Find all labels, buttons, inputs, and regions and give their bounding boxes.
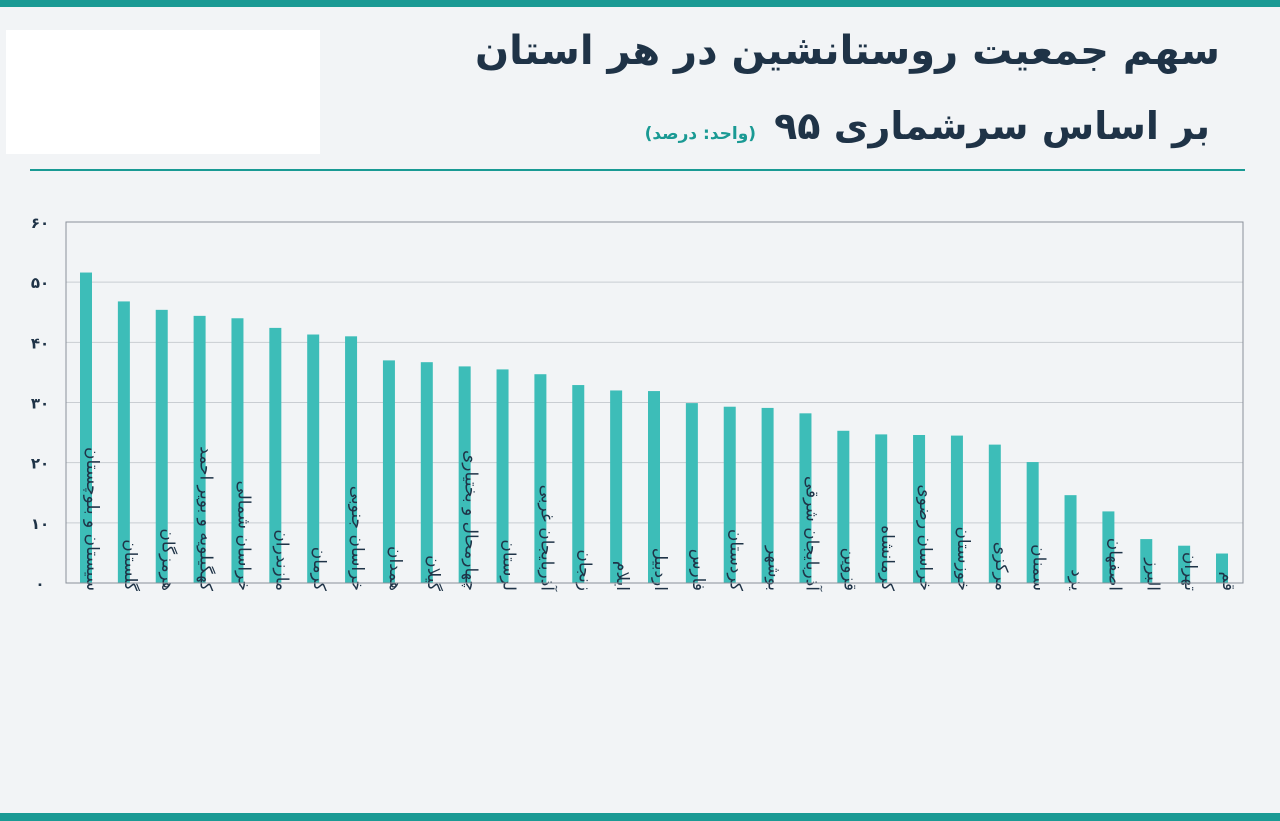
x-tick-label: آذربایجان غربی: [536, 485, 558, 593]
x-tick-label: خوزستان: [953, 526, 973, 591]
bar: [155, 309, 168, 583]
y-tick-label: ۲۰: [31, 455, 49, 473]
x-tick-label: کرمان: [309, 547, 329, 592]
x-tick-label: گلستان: [120, 539, 141, 592]
y-axis-ticks: ۰ ۱۰ ۲۰ ۳۰ ۴۰ ۵۰ ۶۰: [31, 214, 49, 593]
bar: [1140, 539, 1153, 583]
bar: [231, 318, 244, 583]
x-tick-label: بوشهر: [764, 545, 784, 591]
x-tick-label: سیستان و بلوچستان: [82, 447, 102, 591]
x-axis-labels: سیستان و بلوچستان گلستان هرمزگان کهگیلویه و…: [82, 446, 1238, 592]
bar: [269, 327, 282, 583]
x-tick-label: مرکزی: [991, 542, 1011, 591]
bar: [572, 385, 585, 583]
chart-title: سهم جمعیت روستانشین در هر استان: [475, 28, 1220, 74]
bar: [1064, 495, 1077, 583]
bar: [420, 362, 433, 583]
y-tick-label: ۳۰: [31, 395, 49, 413]
bar: [193, 315, 206, 583]
x-tick-label: کهگیلویه و بویر احمد: [196, 446, 217, 592]
bar: [799, 413, 812, 583]
x-tick-label: گیلان: [423, 555, 444, 592]
bar: [610, 390, 623, 583]
bar: [761, 407, 774, 583]
x-tick-label: خراسان شمالی: [233, 480, 253, 591]
bar: [496, 369, 509, 583]
bar: [913, 434, 926, 583]
x-tick-label: ایلام: [612, 561, 632, 591]
bar: [382, 360, 395, 583]
bar: [648, 391, 660, 583]
x-tick-label: اردبیل: [650, 548, 670, 591]
bar: [345, 336, 358, 583]
bar: [723, 406, 736, 583]
x-tick-label: آذربایجان شرقی: [801, 476, 823, 592]
x-tick-label: سمنان: [1029, 544, 1049, 591]
x-tick-label: کرمانشاه: [877, 525, 897, 592]
y-tick-label: ۴۰: [31, 334, 49, 352]
bar: [80, 272, 92, 583]
bottom-accent-bar: [0, 813, 1280, 821]
header-divider: [30, 169, 1245, 171]
bar: [988, 444, 1001, 583]
logo-placeholder: [6, 30, 320, 154]
bar: [307, 334, 320, 583]
x-tick-label: لرستان: [499, 539, 519, 591]
x-tick-label: کردستان: [726, 529, 746, 592]
x-tick-label: قزوین: [839, 548, 859, 591]
bar: [1102, 511, 1115, 583]
x-tick-label: البرز: [1142, 557, 1162, 591]
x-tick-label: خراسان جنوبی: [347, 486, 367, 591]
x-tick-label: زنجان: [574, 549, 594, 591]
bar-chart: ۰ ۱۰ ۲۰ ۳۰ ۴۰ ۵۰ ۶۰ سیستان و بلوچستان گلستان هرم…: [31, 214, 1244, 593]
bar: [117, 301, 130, 583]
x-tick-label: اصفهان: [1104, 538, 1124, 591]
plot-frame: [65, 221, 1244, 584]
bar: [534, 374, 547, 583]
x-tick-label: همدان: [385, 546, 405, 591]
bar: [837, 430, 850, 583]
bar: [1026, 462, 1039, 583]
x-tick-label: یزد: [1067, 569, 1087, 591]
x-tick-label: قم: [1218, 572, 1238, 591]
y-tick-label: ۵۰: [31, 274, 49, 292]
top-accent-bar: [0, 0, 1280, 7]
x-tick-label: چهارمحال و بختیاری: [461, 450, 481, 591]
subtitle-row: بر اساس سرشماری ۹۵ (واحد: درصد): [645, 104, 1210, 148]
x-tick-label: مازندران: [271, 529, 291, 591]
chart-subtitle: بر اساس سرشماری ۹۵: [774, 104, 1210, 148]
x-tick-label: فارس: [688, 549, 708, 591]
bar: [458, 366, 471, 583]
bar: [950, 435, 963, 583]
x-tick-label: هرمزگان: [158, 528, 179, 591]
bars: [80, 272, 1228, 583]
bar: [1216, 553, 1228, 583]
unit-label: (واحد: درصد): [644, 124, 757, 144]
y-tick-label: ۶۰: [31, 214, 49, 232]
y-tick-label: ۱۰: [31, 515, 49, 533]
bar: [1178, 545, 1191, 583]
x-tick-label: تهران: [1180, 552, 1200, 591]
bar: [685, 403, 698, 583]
y-tick-label: ۰: [35, 575, 44, 593]
x-tick-label: خراسان رضوی: [915, 484, 935, 591]
bar: [875, 434, 888, 583]
